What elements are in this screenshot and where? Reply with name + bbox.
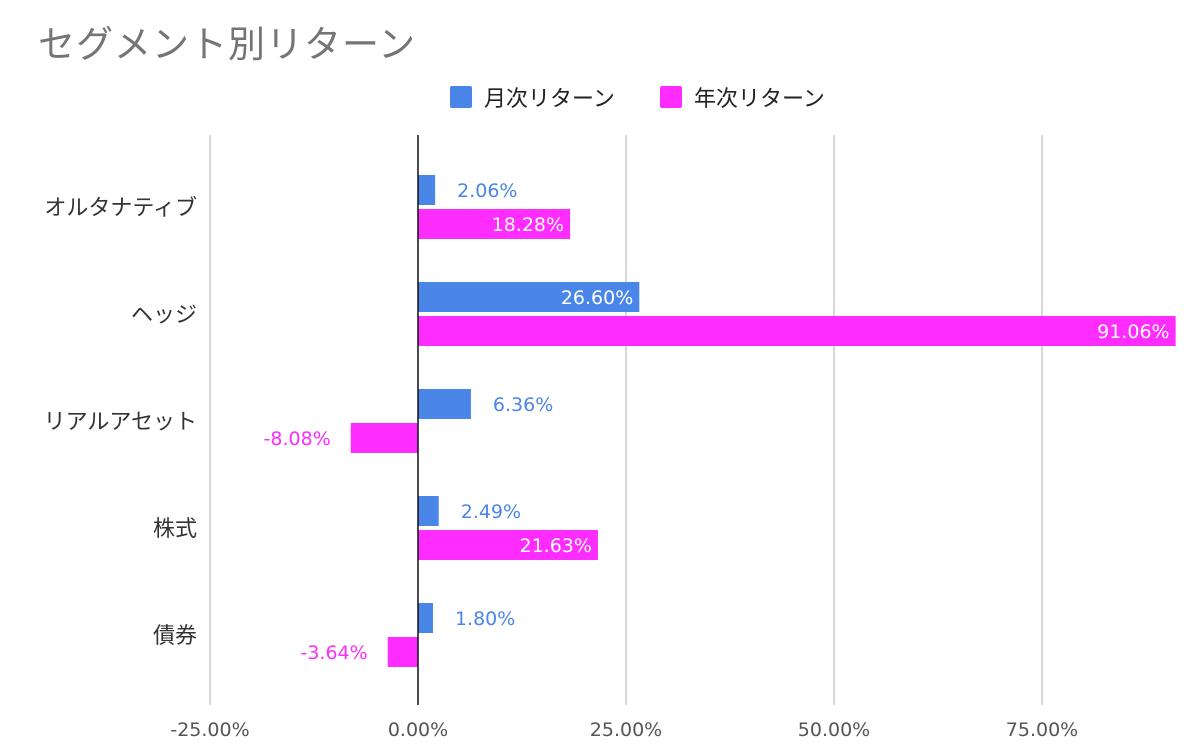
chart-title: セグメント別リターン [38, 23, 417, 66]
x-tick-label: -25.00% [170, 719, 249, 741]
data-label: 91.06% [1097, 321, 1169, 343]
bar-monthly [418, 389, 471, 419]
bar-monthly [418, 496, 439, 526]
x-tick-label: 50.00% [798, 719, 870, 741]
x-tick-label: 0.00% [388, 719, 448, 741]
legend-label-annual: 年次リターン [694, 87, 825, 112]
data-label: 18.28% [492, 214, 564, 236]
bar-annual [418, 316, 1176, 346]
legend-item-monthly: 月次リターン [450, 82, 615, 112]
bar-annual [418, 209, 571, 239]
category-label: ヘッジ [131, 303, 197, 328]
data-label: -8.08% [264, 428, 331, 450]
x-tick-label: 75.00% [1006, 719, 1078, 741]
data-label: 6.36% [493, 394, 553, 416]
legend: 月次リターン 年次リターン [0, 82, 1200, 112]
legend-swatch-annual [660, 86, 682, 108]
bar-annual [350, 423, 418, 453]
data-label: -3.64% [300, 642, 367, 664]
data-label: 26.60% [561, 287, 633, 309]
data-label: 1.80% [455, 608, 515, 630]
legend-swatch-monthly [450, 86, 472, 108]
legend-item-annual: 年次リターン [660, 82, 825, 112]
legend-label-monthly: 月次リターン [484, 87, 615, 112]
bar-monthly [418, 175, 436, 205]
category-label: リアルアセット [44, 410, 197, 435]
category-label: 株式 [153, 517, 197, 542]
x-tick-label: 25.00% [590, 719, 662, 741]
category-label: 債券 [153, 624, 197, 649]
bar-monthly [418, 282, 640, 312]
bar-annual [387, 637, 418, 667]
data-label: 2.06% [457, 180, 517, 202]
bar-annual [418, 530, 598, 560]
bar-monthly [418, 603, 433, 633]
data-label: 21.63% [520, 535, 592, 557]
category-label: オルタナティブ [44, 196, 197, 221]
data-label: 2.49% [461, 501, 521, 523]
